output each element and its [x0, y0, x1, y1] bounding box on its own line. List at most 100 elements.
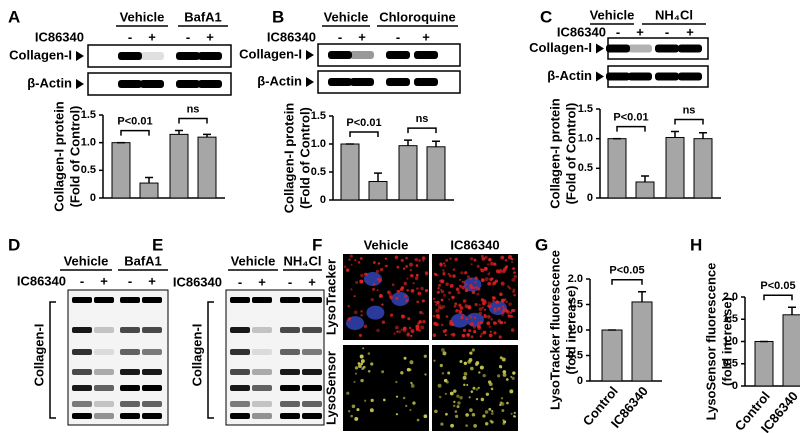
puncta [377, 280, 380, 283]
band [230, 327, 250, 333]
puncta [473, 286, 476, 289]
puncta [432, 314, 436, 318]
puncta [422, 259, 425, 262]
group-label: Chloroquine [379, 9, 456, 24]
puncta [473, 329, 477, 334]
puncta [395, 296, 399, 300]
puncta [435, 308, 440, 313]
puncta [450, 333, 453, 336]
panel-letter: B [272, 7, 284, 26]
bar [782, 314, 800, 387]
band-label: Collagen-I [239, 46, 302, 61]
puncta [500, 366, 503, 369]
band [94, 413, 114, 419]
puncta [437, 287, 440, 290]
puncta [454, 257, 458, 262]
puncta [512, 371, 516, 375]
puncta [510, 375, 513, 378]
puncta [405, 256, 408, 260]
puncta [410, 334, 413, 338]
puncta [488, 333, 493, 338]
band [72, 297, 92, 303]
puncta [401, 314, 405, 318]
annotation: ns [187, 103, 200, 115]
puncta [504, 266, 508, 270]
band [142, 297, 162, 303]
band [94, 401, 114, 407]
puncta [406, 367, 411, 372]
band [628, 44, 652, 53]
puncta [377, 262, 381, 265]
puncta [461, 334, 466, 338]
puncta [436, 290, 440, 294]
puncta [465, 424, 468, 427]
puncta [513, 293, 516, 297]
puncta [499, 292, 503, 297]
treatment-sign: + [148, 29, 156, 44]
puncta [376, 289, 379, 292]
puncta [469, 351, 473, 355]
puncta [492, 299, 495, 303]
puncta [381, 320, 386, 324]
band [120, 369, 140, 375]
band [628, 72, 652, 81]
bar [398, 145, 418, 201]
puncta [417, 291, 422, 296]
puncta [414, 257, 419, 262]
puncta [372, 283, 376, 286]
group-label: NH₄Cl [655, 7, 693, 22]
band-arrow [76, 79, 84, 89]
puncta [400, 286, 405, 290]
puncta [442, 272, 446, 276]
puncta [441, 348, 445, 352]
bar [139, 182, 159, 199]
puncta [478, 307, 483, 312]
significance-bracket [407, 127, 437, 134]
puncta [484, 422, 489, 426]
group-label: BafA1 [124, 253, 162, 268]
puncta [363, 272, 368, 276]
treatment-sign: - [238, 274, 242, 289]
puncta [354, 416, 359, 421]
band [94, 297, 114, 303]
nucleus [450, 313, 469, 328]
puncta [460, 316, 464, 320]
puncta [478, 303, 481, 306]
puncta [479, 335, 482, 338]
y-tick-label: 1.0 [723, 335, 738, 347]
bracket [49, 301, 56, 419]
y-tick-label: 1.0 [568, 324, 583, 336]
puncta [423, 354, 427, 358]
puncta [510, 412, 513, 415]
group-label: BafA1 [184, 9, 222, 24]
puncta [511, 277, 516, 282]
puncta [443, 264, 447, 268]
puncta [355, 281, 359, 284]
puncta [409, 273, 414, 278]
band-label: Collagen-I [9, 47, 72, 62]
puncta [412, 282, 415, 285]
puncta [466, 383, 469, 386]
error-bar [145, 176, 153, 184]
bar [693, 138, 713, 199]
puncta [490, 387, 494, 391]
puncta [502, 419, 505, 422]
puncta [462, 280, 466, 284]
puncta [415, 264, 419, 267]
puncta [487, 263, 490, 266]
band [302, 327, 322, 333]
puncta [357, 261, 361, 264]
puncta [391, 283, 395, 287]
puncta [362, 347, 365, 350]
puncta [467, 359, 472, 364]
puncta [476, 324, 481, 329]
puncta [439, 279, 443, 283]
puncta [409, 326, 412, 330]
y-tick-label: 1.0 [311, 138, 326, 150]
puncta [507, 314, 511, 318]
puncta [480, 298, 485, 302]
puncta [505, 378, 509, 381]
puncta [363, 324, 368, 329]
puncta [448, 291, 452, 295]
puncta [482, 414, 486, 418]
